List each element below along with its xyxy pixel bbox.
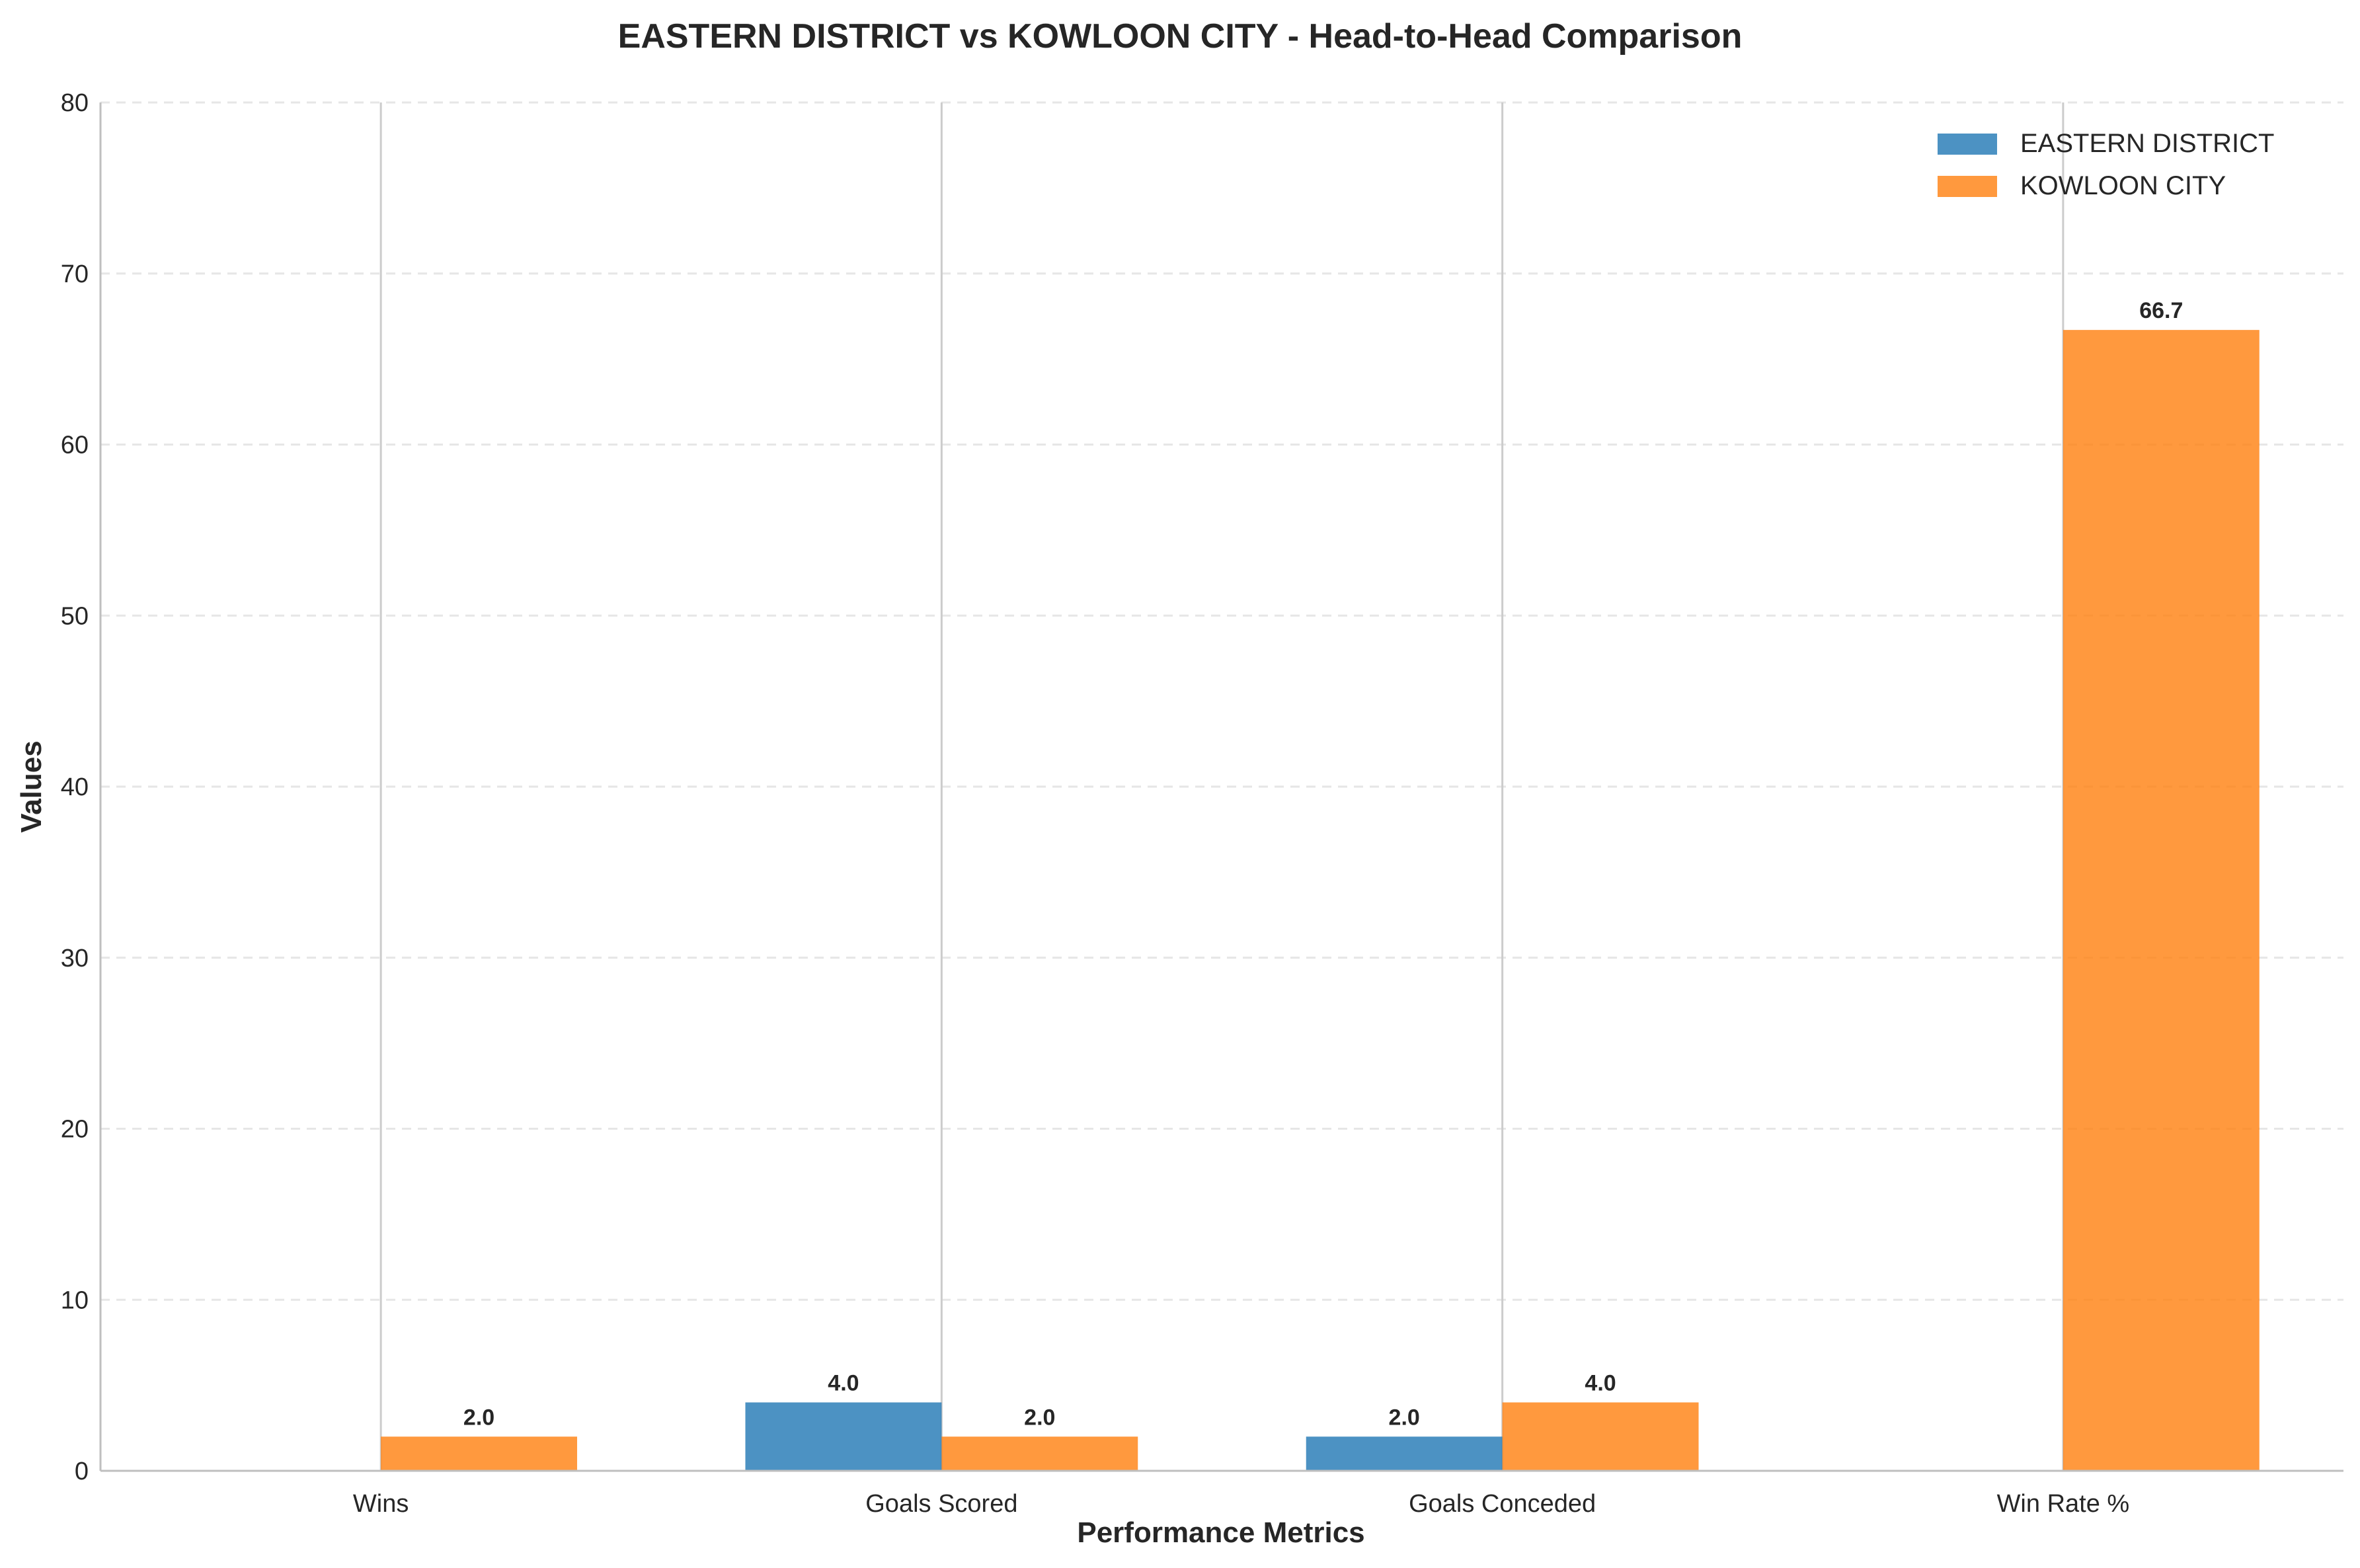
bar-value-label: 2.0 <box>463 1405 494 1430</box>
x-tick-label: Goals Scored <box>865 1490 1017 1518</box>
y-tick-label: 40 <box>61 773 89 801</box>
y-axis-label: Values <box>15 740 48 832</box>
chart-title: EASTERN DISTRICT vs KOWLOON CITY - Head-… <box>618 17 1743 56</box>
y-tick-label: 50 <box>61 602 89 630</box>
y-tick-label: 0 <box>75 1458 89 1485</box>
x-tick-label: Goals Conceded <box>1409 1490 1596 1518</box>
bar-value-label: 4.0 <box>828 1371 859 1396</box>
y-tick-label: 30 <box>61 945 89 972</box>
x-tick-label: Wins <box>353 1490 409 1518</box>
bar-value-label: 2.0 <box>1024 1405 1055 1430</box>
legend-label: KOWLOON CITY <box>2020 171 2226 200</box>
x-axis-label: Performance Metrics <box>1077 1516 1364 1549</box>
y-tick-label: 80 <box>61 89 89 117</box>
x-tick-label: Win Rate % <box>1997 1490 2130 1518</box>
bar-kowloon-city <box>941 1436 1138 1471</box>
bar-eastern-district <box>745 1402 942 1471</box>
bar-kowloon-city <box>2063 330 2260 1471</box>
y-tick-label: 20 <box>61 1116 89 1144</box>
legend-label: EASTERN DISTRICT <box>2020 129 2274 158</box>
bar-value-label: 4.0 <box>1585 1371 1616 1396</box>
bar-value-label: 2.0 <box>1389 1405 1420 1430</box>
legend-swatch <box>1938 176 1997 197</box>
legend: EASTERN DISTRICT KOWLOON CITY <box>1938 129 2274 200</box>
gridlines <box>100 101 2343 1472</box>
axes: 0 10 20 30 40 50 60 70 80 Wins Goals Scored Goals C… <box>61 89 2343 1518</box>
bars <box>381 330 2260 1471</box>
legend-swatch <box>1938 134 1997 155</box>
y-tick-label: 70 <box>61 260 89 288</box>
y-tick-label: 60 <box>61 432 89 459</box>
bar-value-label: 66.7 <box>2139 298 2183 323</box>
bar-kowloon-city <box>1502 1402 1699 1471</box>
y-tick-label: 10 <box>61 1286 89 1314</box>
bar-kowloon-city <box>381 1436 578 1471</box>
value-labels: 4.0 2.0 2.0 2.0 4.0 66.7 <box>463 298 2183 1430</box>
bar-eastern-district <box>1306 1436 1503 1471</box>
